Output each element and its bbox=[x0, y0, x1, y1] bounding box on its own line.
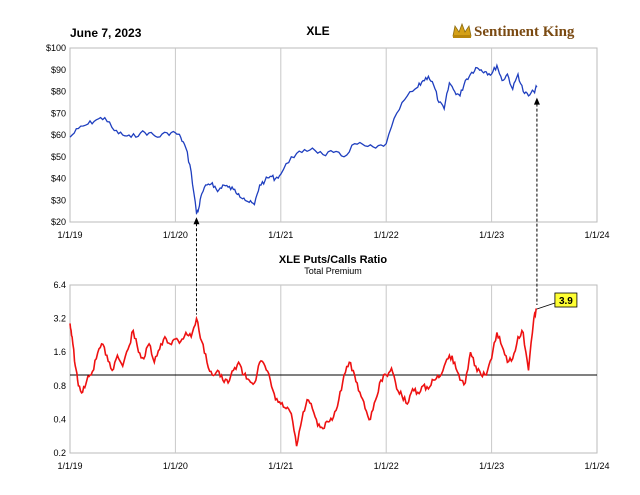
brand-name: Sentiment King bbox=[474, 24, 575, 40]
price-x-tick-label: 1/1/22 bbox=[374, 230, 399, 240]
price-chart: $20 $30 $40 $50 $60 $70 $80 $90 $100 1/1/19 1/1/2… bbox=[46, 43, 610, 240]
ratio-chart-x-ticks: 1/1/19 1/1/20 1/1/21 1/1/22 1/1/23 1/1/24 bbox=[57, 461, 609, 471]
price-y-tick-label: $50 bbox=[51, 152, 66, 162]
ratio-y-tick-label: 1.6 bbox=[53, 347, 66, 357]
ratio-chart-title: XLE Puts/Calls Ratio bbox=[279, 254, 387, 266]
ratio-chart-plot-area bbox=[69, 284, 598, 454]
price-y-tick-label: $70 bbox=[51, 108, 66, 118]
price-x-tick-label: 1/1/24 bbox=[584, 230, 609, 240]
price-y-tick-label: $20 bbox=[51, 217, 66, 227]
callout-value: 3.9 bbox=[559, 296, 573, 307]
ratio-y-tick-label: 0.4 bbox=[53, 414, 66, 424]
callout-leader bbox=[536, 302, 556, 310]
ratio-x-tick-label: 1/1/24 bbox=[584, 461, 609, 471]
arrow-2020-head bbox=[193, 217, 200, 225]
price-y-tick-label: $100 bbox=[46, 43, 66, 53]
arrow-2023-head bbox=[533, 97, 540, 105]
ratio-y-tick-label: 0.8 bbox=[53, 381, 66, 391]
ratio-chart-grid bbox=[174, 285, 493, 453]
ratio-x-tick-label: 1/1/23 bbox=[479, 461, 504, 471]
price-x-tick-label: 1/1/20 bbox=[163, 230, 188, 240]
price-chart-x-ticks: 1/1/19 1/1/20 1/1/21 1/1/22 1/1/23 1/1/24 bbox=[57, 230, 609, 240]
price-chart-title: XLE bbox=[306, 24, 329, 38]
ratio-y-tick-label: 0.2 bbox=[53, 448, 66, 458]
ratio-x-tick-label: 1/1/22 bbox=[374, 461, 399, 471]
ratio-x-tick-label: 1/1/19 bbox=[57, 461, 82, 471]
price-x-tick-label: 1/1/23 bbox=[479, 230, 504, 240]
crown-icon bbox=[452, 22, 472, 38]
price-chart-grid bbox=[174, 48, 493, 222]
price-y-tick-label: $80 bbox=[51, 87, 66, 97]
price-series-line bbox=[69, 63, 538, 215]
date-label: June 7, 2023 bbox=[70, 26, 142, 40]
price-x-tick-label: 1/1/19 bbox=[57, 230, 82, 240]
price-x-tick-label: 1/1/21 bbox=[268, 230, 293, 240]
ratio-callout: 3.9 bbox=[536, 292, 578, 310]
price-y-tick-label: $60 bbox=[51, 130, 66, 140]
price-y-tick-label: $40 bbox=[51, 174, 66, 184]
callout-box bbox=[554, 292, 578, 308]
price-y-tick-label: $90 bbox=[51, 65, 66, 75]
ratio-series-line bbox=[69, 308, 538, 447]
ratio-chart: 0.20.40.81.63.26.4 1/1/19 1/1/20 1/1/21 1/1… bbox=[53, 280, 609, 471]
ratio-chart-subtitle: Total Premium bbox=[304, 266, 362, 276]
ratio-x-tick-label: 1/1/21 bbox=[268, 461, 293, 471]
connector-arrows bbox=[193, 97, 540, 315]
ratio-y-tick-label: 6.4 bbox=[53, 280, 66, 290]
ratio-y-tick-label: 3.2 bbox=[53, 314, 66, 324]
ratio-x-tick-label: 1/1/20 bbox=[163, 461, 188, 471]
brand-logo: Sentiment King bbox=[452, 22, 575, 40]
ratio-chart-y-ticks: 0.2 0.4 0.8 1.6 3.2 6.4 bbox=[53, 280, 66, 458]
price-y-tick-label: $30 bbox=[51, 195, 66, 205]
price-chart-y-ticks: $20 $30 $40 $50 $60 $70 $80 $90 $100 bbox=[46, 43, 66, 227]
